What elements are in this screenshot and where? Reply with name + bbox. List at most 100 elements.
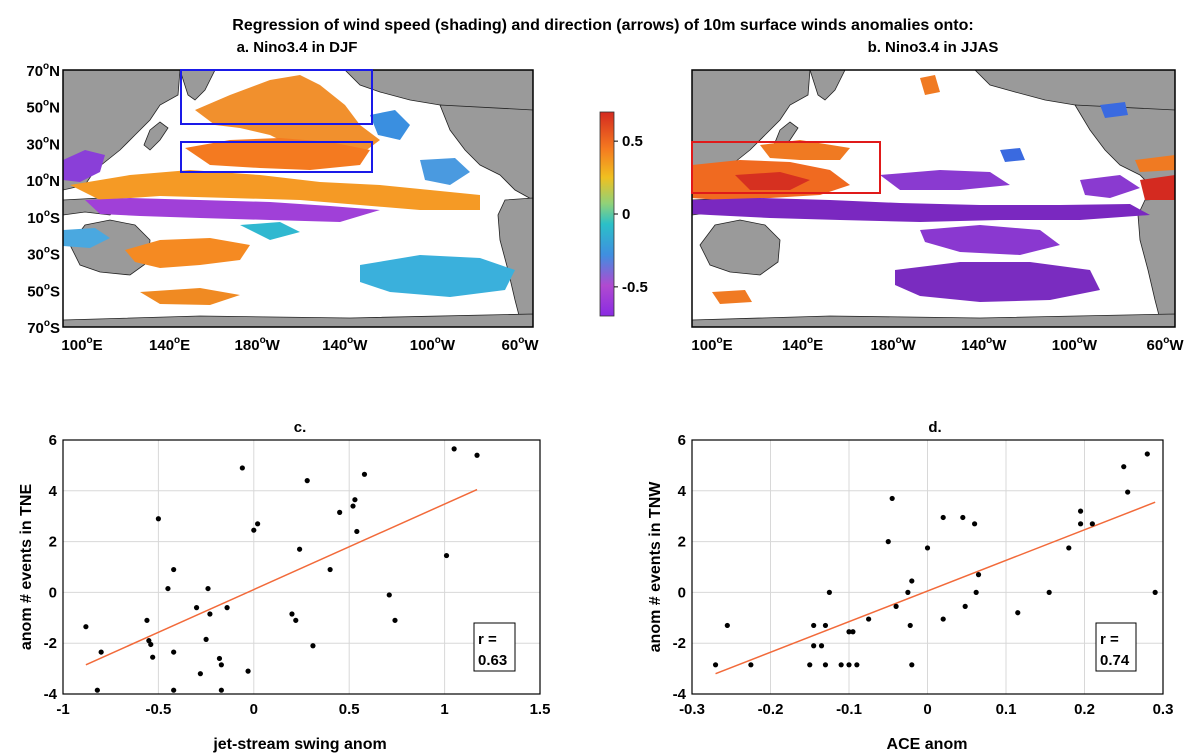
- scatter-d-point-29: [973, 589, 979, 596]
- map-b-lon-ticks-3: 140oW: [961, 335, 1007, 354]
- map-b-anom-east-orange: [1135, 155, 1175, 172]
- scatter-c-points: [83, 446, 480, 693]
- map-a-anom-south-blue2: [360, 255, 515, 297]
- scatter-d-yticks: -4 -2 0 2 4 6: [673, 432, 687, 703]
- scatter-d-xticks: -0.3 -0.2 -0.1 0 0.1 0.2 0.3: [679, 701, 1173, 718]
- map-b-lon-ticks-5: 60oW: [1147, 335, 1185, 354]
- map-b-lon-ticks-1: 140oE: [782, 335, 823, 354]
- scatter-d-point-6: [818, 643, 825, 649]
- scatter-d-point-25: [940, 616, 946, 622]
- scatter-d-point-1: [724, 622, 730, 629]
- map-b-lon-ticks: 100oE 140oE 180oW 140oW 100oW 60oW: [691, 335, 1184, 354]
- scatter-c-r-box: [473, 622, 516, 672]
- scatter-d-point-27: [962, 603, 968, 609]
- scatter-c-point-38: [443, 552, 450, 559]
- scatter-d-frame: [691, 439, 1164, 695]
- scatter-c-xtick-5: 1.5: [530, 701, 551, 718]
- map-a-lat-tick-4: 10oS: [27, 208, 60, 227]
- scatter-d-xtick-0: -0.3: [679, 701, 705, 718]
- scatter-c-point-29: [310, 643, 316, 649]
- scatter-c-ylabel: anom # events in TNE: [18, 484, 35, 651]
- scatter-c-point-10: [171, 649, 177, 655]
- map-a-lat-tick-5: 30oS: [27, 245, 60, 264]
- scatter-c-point-17: [216, 655, 223, 662]
- scatter-c-point-13: [197, 671, 203, 677]
- scatter-d-xtick-5: 0.2: [1074, 701, 1095, 718]
- scatter-d-point-9: [826, 589, 832, 596]
- map-b-box: [691, 141, 881, 194]
- map-a-north-america: [439, 104, 533, 201]
- scatter-d-ytick-2: 0: [678, 584, 686, 601]
- scatter-c-point-3: [144, 617, 150, 623]
- scatter-d-point-16: [885, 539, 891, 545]
- map-a-lat-tick-6: 50oS: [27, 281, 60, 300]
- map-b-australia: [699, 219, 781, 276]
- colorbar-tick-2: -0.5: [622, 279, 648, 296]
- map-b-anom-blue2: [1100, 102, 1128, 118]
- scatter-d-title: d.: [928, 419, 941, 436]
- scatter-d-r-box: [1095, 622, 1137, 672]
- map-a-lat-tick-7: 70oS: [27, 318, 60, 337]
- map-b-antarctica: [692, 313, 1175, 327]
- scatter-c-point-39: [451, 446, 457, 452]
- scatter-d-xtick-4: 0.1: [996, 701, 1017, 718]
- map-a: a. Nino3.4 in DJF: [26, 39, 539, 354]
- map-b-anom-ne-orange: [920, 75, 940, 95]
- scatter-d-point-2: [748, 662, 754, 668]
- scatter-d-point-13: [850, 629, 856, 635]
- map-a-title: a. Nino3.4 in DJF: [237, 39, 358, 56]
- scatter-d-point-30: [975, 572, 982, 578]
- map-a-anom-jet: [185, 138, 370, 170]
- map-b-frame: [691, 69, 1176, 328]
- scatter-c-point-0: [83, 624, 89, 630]
- scatter-d-point-11: [846, 662, 852, 668]
- scatter-d-point-8: [822, 622, 829, 629]
- map-b-lon-ticks-4: 100oW: [1052, 335, 1098, 354]
- scatter-c-point-11: [171, 687, 177, 693]
- scatter-d-points: [712, 451, 1158, 668]
- scatter-c-point-5: [148, 641, 154, 648]
- colorbar-tick-0: 0.5: [622, 133, 643, 150]
- scatter-c-xtick-4: 1: [440, 701, 448, 718]
- scatter-d-point-39: [1144, 451, 1150, 457]
- map-a-anom-equator-purple: [85, 198, 380, 222]
- map-b-anom-west-red: [735, 172, 810, 190]
- scatter-d-point-10: [838, 662, 844, 668]
- scatter-d-ytick-4: 4: [678, 483, 687, 500]
- scatter-d-xtick-2: -0.1: [836, 701, 862, 718]
- map-a-box-south: [180, 141, 373, 173]
- map-b-anom-east-purple: [1080, 175, 1140, 198]
- map-a-field: [63, 70, 533, 327]
- scatter-c-point-37: [392, 617, 398, 623]
- scatter-c-point-8: [165, 585, 171, 592]
- scatter-c-r-value: 0.63: [478, 652, 507, 669]
- scatter-c-xtick-1: -0.5: [145, 701, 171, 718]
- map-a-anom-south-orange: [125, 238, 250, 268]
- scatter-c-point-9: [171, 566, 177, 573]
- scatter-c-ytick-3: 2: [49, 534, 57, 551]
- scatter-d-point-23: [924, 545, 931, 551]
- scatter-c-yticks: -4 -2 0 2 4 6: [44, 432, 58, 703]
- scatter-c: c. -1 -0.5 0 0.5 1 1.5 -4 -2 0 2 4 6 r = 0.63 jet-…: [18, 419, 550, 753]
- scatter-d-point-36: [1089, 521, 1095, 527]
- scatter-c-point-12: [193, 605, 200, 611]
- scatter-c-grid: [62, 439, 541, 695]
- scatter-d: d. -0.3 -0.2 -0.1 0 0.1 0.2 0.3 -4 -2 0 2 4 6 r = 0…: [647, 419, 1173, 753]
- scatter-d-point-15: [866, 616, 872, 622]
- scatter-d-xtick-6: 0.3: [1153, 701, 1174, 718]
- map-a-lat-tick-0: 70oN: [26, 61, 60, 80]
- map-b-anom-blue: [1000, 148, 1025, 162]
- map-a-lat-ticks: 70oN 50oN 30oN 10oN 10oS 30oS 50oS 70oS: [26, 61, 60, 337]
- scatter-c-xtick-0: -1: [56, 701, 69, 718]
- scatter-c-title: c.: [294, 419, 307, 436]
- scatter-d-point-3: [807, 662, 813, 668]
- scatter-c-point-7: [155, 516, 161, 522]
- scatter-d-fit-line: [715, 501, 1156, 675]
- colorbar-ticks: 0.5 0 -0.5: [614, 133, 648, 296]
- map-a-anom-south-blue: [63, 228, 110, 248]
- scatter-d-point-19: [905, 589, 911, 596]
- scatter-c-r-label: r =: [478, 631, 497, 648]
- scatter-c-point-25: [289, 611, 295, 617]
- map-a-anom-north-pacific: [195, 75, 380, 160]
- scatter-d-point-37: [1121, 464, 1127, 470]
